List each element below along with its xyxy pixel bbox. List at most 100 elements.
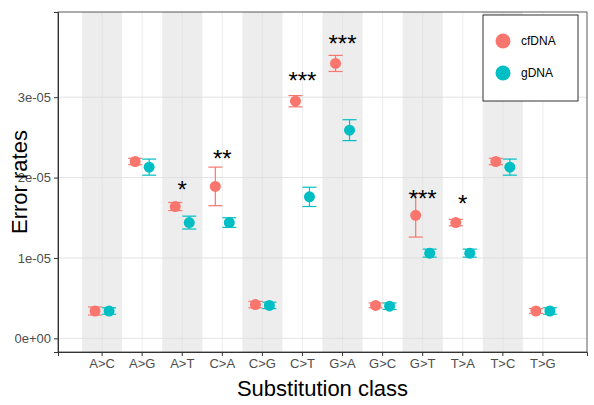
point	[184, 217, 195, 228]
error-bar-cap	[182, 216, 196, 217]
error-bar-cap	[343, 140, 357, 141]
band	[162, 12, 202, 352]
x-tick-label: G>A	[329, 356, 356, 371]
error-bar-cap	[302, 187, 316, 188]
error-bar-cap	[142, 175, 156, 176]
error-bar-cap	[208, 205, 222, 206]
series-1	[102, 120, 557, 317]
point	[504, 162, 515, 173]
error-bar	[503, 159, 517, 175]
legend-swatch	[496, 34, 511, 49]
point	[384, 301, 395, 312]
band	[242, 12, 282, 352]
x-tick: T>G	[530, 352, 556, 371]
x-grid-line	[142, 12, 143, 352]
x-tick-label: A>C	[89, 356, 115, 371]
x-tick: G>C	[369, 352, 396, 371]
significance: ***	[288, 67, 316, 94]
x-tick-label: T>G	[530, 356, 556, 371]
y-tick-mark	[54, 178, 58, 179]
error-bar	[288, 96, 302, 107]
point	[170, 201, 181, 212]
significance: ***	[329, 30, 357, 57]
y-axis-title: Error rates	[7, 130, 32, 234]
x-tick-label: C>G	[249, 356, 276, 371]
error-bar	[343, 120, 357, 141]
panel-frame	[58, 12, 587, 352]
error-bar	[302, 187, 316, 206]
point	[264, 300, 275, 311]
x-axis: A>C A>G A>T C>A C>G C>T G>A G>C G>T T>A T>C T>G	[59, 352, 588, 371]
y-tick-label: 3e-05	[18, 90, 51, 105]
x-tick: A>C	[89, 352, 115, 371]
point	[450, 217, 461, 228]
x-tick: T>C	[490, 352, 515, 371]
point	[130, 156, 141, 167]
y-tick-mark	[54, 338, 58, 339]
x-tick: A>T	[170, 352, 194, 371]
series-0	[88, 55, 543, 316]
y-tick: 3e-05	[18, 90, 58, 105]
significance: **	[213, 145, 232, 172]
x-tick-label: G>C	[369, 356, 396, 371]
error-bar-cap	[329, 71, 343, 72]
x-tick: C>T	[290, 352, 315, 371]
error-bar	[208, 167, 222, 206]
point	[90, 306, 101, 317]
x-grid-line	[302, 12, 303, 352]
annotations: *************	[178, 30, 468, 217]
point	[224, 217, 235, 228]
legend-label: cfDNA	[521, 34, 556, 48]
error-bar-cap	[503, 158, 517, 159]
point	[424, 248, 435, 259]
band	[323, 12, 363, 352]
point	[104, 306, 115, 317]
error-bar-cap	[302, 206, 316, 207]
x-tick-label: A>G	[129, 356, 155, 371]
significance: *	[458, 190, 467, 217]
x-tick: G>T	[410, 352, 436, 371]
significance: ***	[409, 185, 437, 212]
band	[403, 12, 443, 352]
x-axis-title: Substitution class	[237, 376, 408, 401]
error-bar	[182, 216, 196, 229]
point	[544, 306, 555, 317]
significance: *	[178, 176, 187, 203]
x-tick-label: T>A	[451, 356, 476, 371]
panel	[58, 12, 587, 352]
y-grid-line	[58, 257, 587, 258]
y-tick: 0e+00	[14, 331, 58, 346]
error-bar-cap	[343, 119, 357, 120]
point	[210, 181, 221, 192]
x-tick-label: G>T	[410, 356, 436, 371]
x-grid-line	[462, 12, 463, 352]
point	[330, 58, 341, 69]
grid	[58, 12, 587, 352]
point	[370, 300, 381, 311]
error-bar	[329, 55, 343, 71]
legend-label: gDNA	[521, 66, 553, 80]
x-tick-label: A>T	[170, 356, 194, 371]
error-bar-cap	[503, 175, 517, 176]
legend-swatch	[496, 66, 511, 81]
point	[250, 299, 261, 310]
band	[82, 12, 122, 352]
point	[144, 162, 155, 173]
error-bar-cap	[182, 228, 196, 229]
x-grid-line	[422, 12, 423, 352]
chart: 0e+001e-052e-053e-05A>CA>GA>TC>AC>GC>TG>…	[0, 0, 594, 405]
x-grid-line	[102, 12, 103, 352]
error-bar	[222, 218, 236, 228]
point	[290, 96, 301, 107]
y-grid-line	[58, 338, 587, 339]
x-tick-label: C>A	[209, 356, 235, 371]
y-axis-line	[54, 13, 59, 353]
x-tick-label: T>C	[490, 356, 515, 371]
y-tick-label: 1e-05	[18, 251, 51, 266]
point	[304, 191, 315, 202]
x-tick: C>G	[249, 352, 276, 371]
point	[464, 248, 475, 259]
x-grid-line	[342, 12, 343, 352]
point	[490, 156, 501, 167]
error-bar-cap	[409, 236, 423, 237]
